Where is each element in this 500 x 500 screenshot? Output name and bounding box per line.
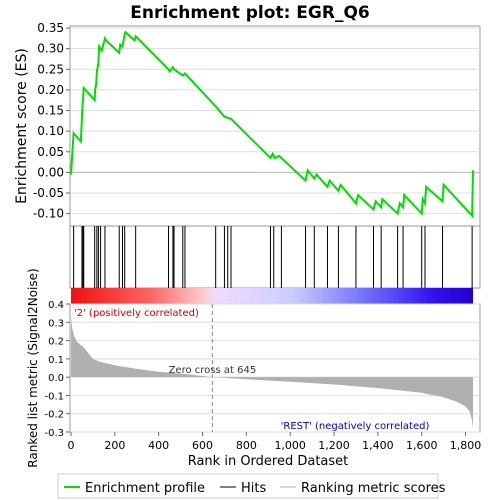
x-tick-label: 1,000	[274, 439, 306, 452]
metric-y-tick-label: -0.3	[44, 428, 64, 439]
x-tick-label: 600	[192, 439, 213, 452]
chart-title: Enrichment plot: EGR_Q6	[130, 3, 369, 23]
metric-y-tick-label: -0.2	[44, 410, 64, 421]
es-plot-area	[69, 25, 481, 227]
zero-cross-label: Zero cross at 645	[169, 365, 257, 376]
metric-y-tick-label: 0.3	[48, 318, 64, 329]
metric-y-tick-label: 0.0	[48, 373, 64, 384]
es-panel: -0.10 -0.05 0.00 0.05 0.10 0.15 0.20 0.25 0.30 0.…	[14, 21, 481, 227]
negative-correlation-label: 'REST' (negatively correlated)	[281, 421, 430, 432]
es-y-ticks: -0.10 -0.05 0.00 0.05 0.10 0.15 0.20 0.25 0.30 0.…	[33, 21, 70, 221]
hits-plot-area	[69, 225, 481, 289]
metric-y-tick-label: 0.2	[48, 337, 64, 348]
legend: Enrichment profile Hits Ranking metric s…	[57, 473, 446, 499]
metric-y-tick-label: 0.1	[48, 355, 64, 366]
legend-label-ranking-metric: Ranking metric scores	[301, 481, 446, 496]
x-tick-label: 800	[236, 439, 257, 452]
rank-color-bar	[71, 288, 473, 304]
es-grid	[70, 27, 480, 215]
es-y-tick-label: 0.05	[37, 145, 64, 159]
x-tick-label: 0	[68, 439, 75, 452]
metric-plot-area	[69, 303, 481, 433]
legend-label-hits: Hits	[241, 481, 266, 496]
legend-label-enrichment-profile: Enrichment profile	[85, 481, 205, 496]
hit-lines	[73, 226, 473, 288]
es-y-tick-label: -0.05	[33, 186, 64, 200]
positive-correlation-label: '2' (positively correlated)	[74, 308, 199, 319]
x-tick-label: 1,800	[450, 439, 482, 452]
x-tick-label: 1,200	[318, 439, 350, 452]
metric-panel: Zero cross at 645 '2' (positively correl…	[26, 268, 481, 469]
metric-y-ticks: -0.3 -0.2 -0.1 0.0 0.1 0.2 0.3 0.4	[44, 300, 70, 439]
metric-y-tick-label: 0.4	[48, 300, 64, 311]
es-y-axis-label: Enrichment score (ES)	[14, 48, 30, 204]
es-y-tick-label: 0.35	[37, 21, 64, 35]
x-tick-label: 200	[104, 439, 125, 452]
es-y-tick-label: 0.00	[37, 165, 64, 179]
hits-panel	[69, 225, 481, 304]
es-line	[70, 30, 474, 219]
metric-area	[71, 316, 473, 429]
x-tick-label: 1,600	[406, 439, 438, 452]
es-y-tick-label: 0.10	[37, 124, 64, 138]
x-tick-label: 1,400	[362, 439, 394, 452]
es-y-tick-label: 0.30	[37, 42, 64, 56]
es-y-tick-label: 0.20	[37, 83, 64, 97]
metric-y-tick-label: -0.1	[44, 391, 64, 402]
es-y-tick-label: 0.15	[37, 104, 64, 118]
es-y-tick-label: -0.10	[33, 207, 64, 221]
x-axis-label: Rank in Ordered Dataset	[188, 454, 349, 469]
metric-x-ticks: 0 200 400 600 800 1,000 1,200 1,400 1,600 1,800	[68, 432, 482, 452]
es-y-tick-label: 0.25	[37, 62, 64, 76]
metric-y-axis-label: Ranked list metric (Signal2Noise)	[26, 268, 40, 467]
x-tick-label: 400	[148, 439, 169, 452]
legend-box	[57, 473, 439, 499]
